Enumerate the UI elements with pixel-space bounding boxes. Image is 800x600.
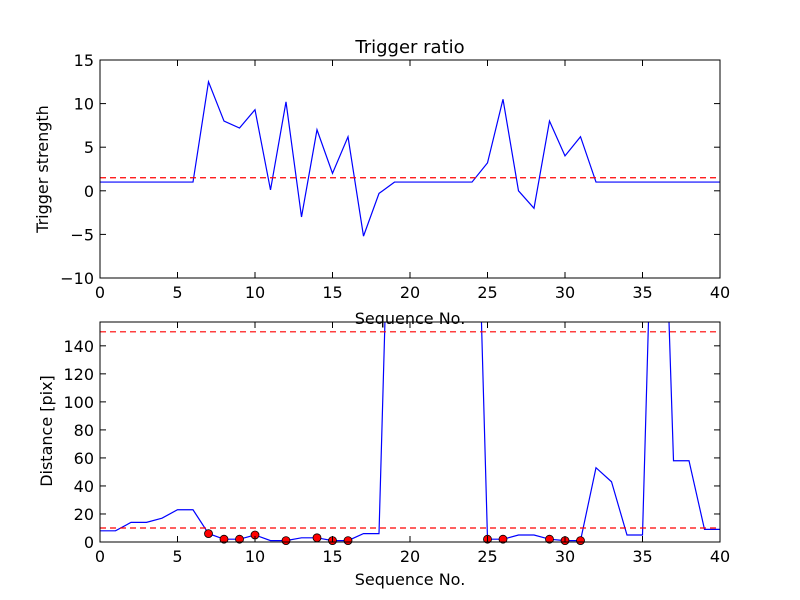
- top-x-tick-label: 5: [172, 283, 182, 302]
- bottom-marker-point: [219, 534, 229, 544]
- bottom-x-tick-label: 40: [710, 547, 730, 566]
- bottom-x-tick-label: 20: [400, 547, 420, 566]
- bottom-x-tick-label: 25: [477, 547, 497, 566]
- bottom-y-tick-label: 120: [63, 365, 94, 384]
- top-frame: [99, 59, 721, 279]
- bottom-marker-point: [312, 533, 322, 543]
- top-x-tick-label: 10: [245, 283, 265, 302]
- bottom-frame: [99, 321, 721, 543]
- bottom-y-tick-label: 140: [63, 337, 94, 356]
- top-x-tick-label: 0: [95, 283, 105, 302]
- bottom-y-tick-label: 60: [74, 449, 94, 468]
- top-y-tick-label: −5: [70, 225, 94, 244]
- distance-plot-area: 0 5 10 15 20 25 30 35 40 0 20 40 60 80 100 120 140: [63, 321, 730, 566]
- bottom-x-tick-label: 30: [555, 547, 575, 566]
- chart-title: Trigger ratio: [354, 37, 464, 58]
- bottom-y-tick-label: 0: [84, 533, 94, 552]
- top-x-tick-label: 30: [555, 283, 575, 302]
- bottom-x-tick-label: 35: [632, 547, 652, 566]
- top-x-tick-label: 20: [400, 283, 420, 302]
- trigger-ratio-chart: 0 5 10 15 20 25 30 35 40 −10 −5 0 5 10 15 Trigger rati…: [33, 37, 730, 328]
- bottom-marker-point: [498, 534, 508, 544]
- top-y-tick-label: 0: [84, 182, 94, 201]
- bottom-marker-point: [204, 529, 213, 538]
- bottom-marker-point: [281, 536, 291, 545]
- top-x-tick-label: 35: [632, 283, 652, 302]
- top-y-axis-label: Trigger strength: [33, 105, 52, 234]
- bottom-y-axis-label: Distance [pix]: [37, 375, 56, 487]
- top-y-tick-label: 15: [74, 51, 94, 70]
- top-y-tick-label: 10: [74, 95, 94, 114]
- bottom-y-tick-label: 100: [63, 393, 94, 412]
- bottom-series-line-0: [100, 322, 720, 542]
- top-x-tick-label: 15: [322, 283, 342, 302]
- top-x-axis-label: Sequence No.: [355, 309, 466, 328]
- bottom-x-tick-label: 15: [322, 547, 342, 566]
- top-x-tick-label: 25: [477, 283, 497, 302]
- distance-chart: 0 5 10 15 20 25 30 35 40 0 20 40 60 80 100 120 140 Seque…: [37, 321, 730, 589]
- trigger-plot-area: 0 5 10 15 20 25 30 35 40 −10 −5 0 5 10 15: [60, 51, 730, 302]
- top-x-tick-label: 40: [710, 283, 730, 302]
- bottom-x-tick-label: 5: [172, 547, 182, 566]
- bottom-marker-point: [576, 536, 585, 545]
- bottom-y-tick-label: 80: [74, 421, 94, 440]
- top-y-tick-label: 5: [84, 138, 94, 157]
- bottom-marker-point: [545, 534, 554, 544]
- bottom-x-axis-label: Sequence No.: [355, 570, 466, 589]
- bottom-x-tick-label: 10: [245, 547, 265, 566]
- bottom-marker-point: [343, 536, 353, 545]
- bottom-y-tick-label: 40: [74, 477, 94, 496]
- top-y-tick-label: −10: [60, 269, 94, 288]
- top-series-line-0: [100, 79, 720, 237]
- bottom-x-tick-label: 0: [95, 547, 105, 566]
- bottom-marker-point: [235, 534, 244, 544]
- bottom-y-tick-label: 20: [74, 505, 94, 524]
